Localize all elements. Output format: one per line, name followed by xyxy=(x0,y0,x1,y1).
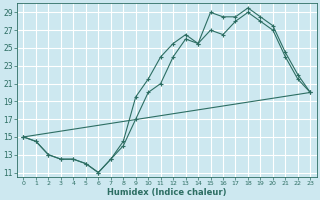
X-axis label: Humidex (Indice chaleur): Humidex (Indice chaleur) xyxy=(107,188,227,197)
